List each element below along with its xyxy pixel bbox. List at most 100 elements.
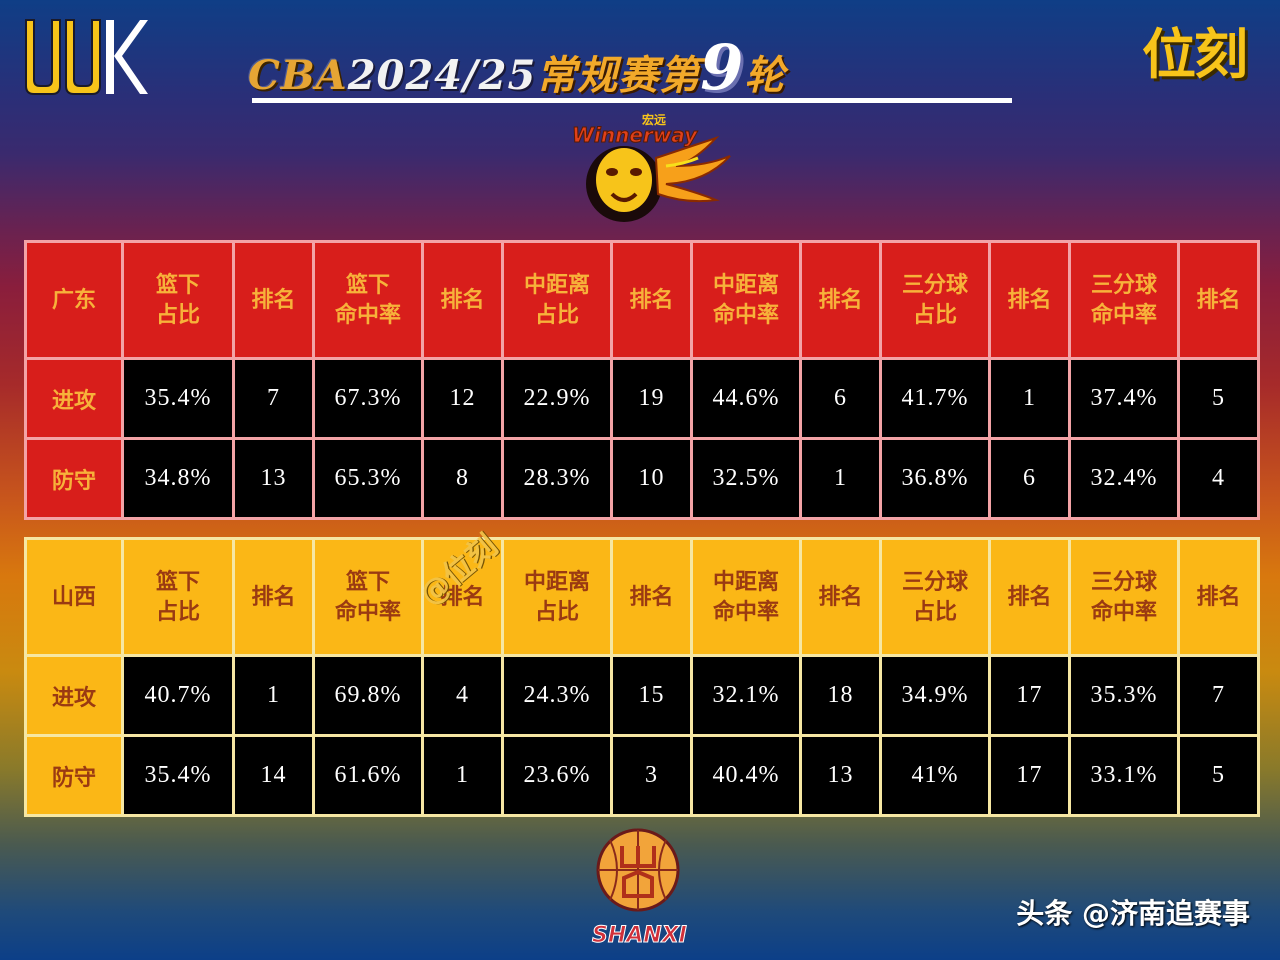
row-label: 防守 bbox=[24, 734, 124, 817]
stat-cell: 32.4% bbox=[1068, 437, 1180, 520]
title-season: 2024/25 bbox=[347, 52, 537, 99]
brand-logo: 位刻 bbox=[1142, 23, 1248, 86]
column-header: 三分球 占比 bbox=[879, 537, 991, 657]
shanxi-stats-table: 山西 篮下 占比 排名 篮下 命中率 排名 中距离 占比 排名 中距离 命中率 排名 三… bbox=[24, 537, 1260, 817]
guangdong-stats-table: 广东 篮下 占比 排名 篮下 命中率 排名 中距离 占比 排名 中距离 命中率 排名 三… bbox=[24, 240, 1260, 520]
footer-credit: 头条 @济南追赛事 bbox=[1016, 897, 1250, 930]
rank-cell: 7 bbox=[232, 357, 315, 440]
rank-cell: 1 bbox=[799, 437, 882, 520]
column-header: 中距离 占比 bbox=[501, 240, 613, 360]
shanxi-team-logo-icon: SHANXI bbox=[588, 826, 694, 950]
column-header: 篮下 命中率 bbox=[312, 537, 424, 657]
rank-cell: 3 bbox=[610, 734, 693, 817]
column-header: 排名 bbox=[988, 240, 1071, 360]
stat-cell: 41% bbox=[879, 734, 991, 817]
stat-cell: 61.6% bbox=[312, 734, 424, 817]
column-header: 排名 bbox=[799, 240, 882, 360]
stat-cell: 34.8% bbox=[121, 437, 235, 520]
rank-cell: 1 bbox=[988, 357, 1071, 440]
column-header: 篮下 命中率 bbox=[312, 240, 424, 360]
column-header: 排名 bbox=[1177, 537, 1260, 657]
guangdong-team-logo-icon: 宏远 Winnerway bbox=[566, 108, 746, 226]
rank-cell: 13 bbox=[799, 734, 882, 817]
column-header: 三分球 命中率 bbox=[1068, 240, 1180, 360]
rank-cell: 14 bbox=[232, 734, 315, 817]
column-header: 中距离 命中率 bbox=[690, 240, 802, 360]
logo-subtitle: 宏远 bbox=[642, 112, 666, 127]
rank-cell: 8 bbox=[421, 437, 504, 520]
table-row: 防守 34.8% 13 65.3% 8 28.3% 10 32.5% 1 36.… bbox=[24, 437, 1260, 520]
column-header: 排名 bbox=[232, 537, 315, 657]
column-header: 排名 bbox=[1177, 240, 1260, 360]
logo-name: Winnerway bbox=[572, 123, 698, 147]
rank-cell: 12 bbox=[421, 357, 504, 440]
title-stage: 常规赛第 bbox=[536, 53, 701, 99]
table-row: 进攻 40.7% 1 69.8% 4 24.3% 15 32.1% 18 34.… bbox=[24, 654, 1260, 737]
rank-cell: 15 bbox=[610, 654, 693, 737]
title-underline bbox=[252, 98, 1012, 103]
stat-cell: 34.9% bbox=[879, 654, 991, 737]
column-header: 排名 bbox=[421, 537, 504, 657]
logo-name: SHANXI bbox=[592, 923, 687, 948]
stat-cell: 33.1% bbox=[1068, 734, 1180, 817]
stat-cell: 22.9% bbox=[501, 357, 613, 440]
stat-cell: 32.5% bbox=[690, 437, 802, 520]
stat-cell: 36.8% bbox=[879, 437, 991, 520]
column-header: 篮下 占比 bbox=[121, 537, 235, 657]
rank-cell: 7 bbox=[1177, 654, 1260, 737]
table-header-row: 山西 篮下 占比 排名 篮下 命中率 排名 中距离 占比 排名 中距离 命中率 排名 三… bbox=[24, 537, 1260, 657]
title-round-suffix: 轮 bbox=[744, 53, 786, 99]
rank-cell: 13 bbox=[232, 437, 315, 520]
stat-cell: 41.7% bbox=[879, 357, 991, 440]
stat-cell: 35.4% bbox=[121, 357, 235, 440]
rank-cell: 17 bbox=[988, 734, 1071, 817]
rank-cell: 5 bbox=[1177, 734, 1260, 817]
row-label: 进攻 bbox=[24, 654, 124, 737]
stat-cell: 35.3% bbox=[1068, 654, 1180, 737]
row-label: 防守 bbox=[24, 437, 124, 520]
stat-cell: 37.4% bbox=[1068, 357, 1180, 440]
column-header: 排名 bbox=[610, 537, 693, 657]
rank-cell: 17 bbox=[988, 654, 1071, 737]
stat-cell: 44.6% bbox=[690, 357, 802, 440]
rank-cell: 10 bbox=[610, 437, 693, 520]
rank-cell: 4 bbox=[1177, 437, 1260, 520]
stat-cell: 23.6% bbox=[501, 734, 613, 817]
rank-cell: 19 bbox=[610, 357, 693, 440]
team-name-cell: 山西 bbox=[24, 537, 124, 657]
team-name-cell: 广东 bbox=[24, 240, 124, 360]
rank-cell: 6 bbox=[988, 437, 1071, 520]
rank-cell: 1 bbox=[232, 654, 315, 737]
title-round-number: 9 bbox=[700, 31, 745, 104]
column-header: 排名 bbox=[799, 537, 882, 657]
table-header-row: 广东 篮下 占比 排名 篮下 命中率 排名 中距离 占比 排名 中距离 命中率 排名 三… bbox=[24, 240, 1260, 360]
uk-logo-icon bbox=[22, 16, 152, 98]
stat-cell: 40.4% bbox=[690, 734, 802, 817]
column-header: 篮下 占比 bbox=[121, 240, 235, 360]
stat-cell: 32.1% bbox=[690, 654, 802, 737]
column-header: 排名 bbox=[421, 240, 504, 360]
table-row: 防守 35.4% 14 61.6% 1 23.6% 3 40.4% 13 41%… bbox=[24, 734, 1260, 817]
column-header: 排名 bbox=[232, 240, 315, 360]
rank-cell: 6 bbox=[799, 357, 882, 440]
page-title: CBA2024/25常规赛第9轮 bbox=[248, 37, 888, 110]
stat-cell: 65.3% bbox=[312, 437, 424, 520]
stat-cell: 40.7% bbox=[121, 654, 235, 737]
rank-cell: 4 bbox=[421, 654, 504, 737]
row-label: 进攻 bbox=[24, 357, 124, 440]
rank-cell: 18 bbox=[799, 654, 882, 737]
column-header: 中距离 占比 bbox=[501, 537, 613, 657]
column-header: 三分球 命中率 bbox=[1068, 537, 1180, 657]
rank-cell: 1 bbox=[421, 734, 504, 817]
column-header: 排名 bbox=[610, 240, 693, 360]
column-header: 排名 bbox=[988, 537, 1071, 657]
stat-cell: 28.3% bbox=[501, 437, 613, 520]
rank-cell: 5 bbox=[1177, 357, 1260, 440]
title-league: CBA bbox=[248, 52, 348, 99]
stat-cell: 24.3% bbox=[501, 654, 613, 737]
stat-cell: 67.3% bbox=[312, 357, 424, 440]
table-row: 进攻 35.4% 7 67.3% 12 22.9% 19 44.6% 6 41.… bbox=[24, 357, 1260, 440]
stat-cell: 69.8% bbox=[312, 654, 424, 737]
column-header: 中距离 命中率 bbox=[690, 537, 802, 657]
stat-cell: 35.4% bbox=[121, 734, 235, 817]
